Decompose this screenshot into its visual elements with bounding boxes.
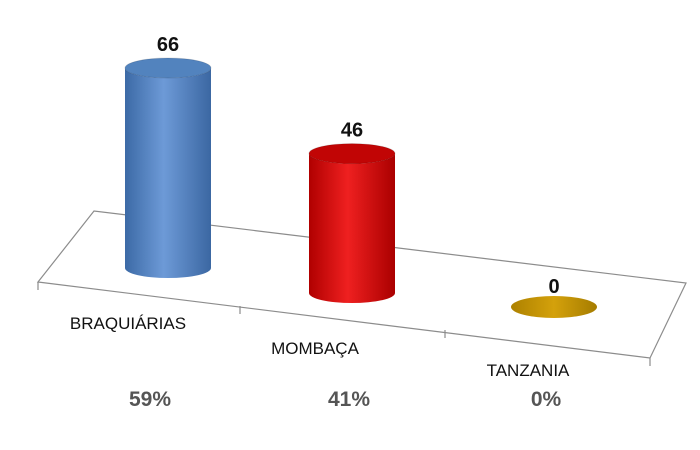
data-label-1: 46 xyxy=(341,120,363,142)
bar-cylinder-body xyxy=(125,68,211,278)
percentage-label-0: 59% xyxy=(129,388,171,411)
bar-group-2 xyxy=(511,296,597,318)
category-label-0: BRAQUIÁRIAS xyxy=(70,314,186,333)
bars-layer xyxy=(124,57,597,318)
category-label-1: MOMBAÇA xyxy=(271,339,360,358)
category-label-2: TANZANIA xyxy=(487,361,570,380)
bar-cylinder-top-outline xyxy=(308,143,396,165)
bar-cylinder-body xyxy=(309,153,395,303)
bar-cylinder-top xyxy=(125,58,211,78)
bar-group-1 xyxy=(308,143,396,303)
percentage-label-2: 0% xyxy=(531,388,562,411)
bar-cylinder-flat xyxy=(511,296,597,318)
data-label-0: 66 xyxy=(157,34,179,56)
bar-cylinder-top xyxy=(309,143,395,164)
bar-cylinder-top-outline xyxy=(124,57,212,79)
percentage-label-1: 41% xyxy=(328,388,370,411)
labels-layer: 66 BRAQUIÁRIAS 59% 46 MOMBAÇA 41% 0 TANZANIA 0% xyxy=(70,34,570,411)
bar-group-0 xyxy=(124,57,212,278)
data-label-2: 0 xyxy=(548,276,559,298)
